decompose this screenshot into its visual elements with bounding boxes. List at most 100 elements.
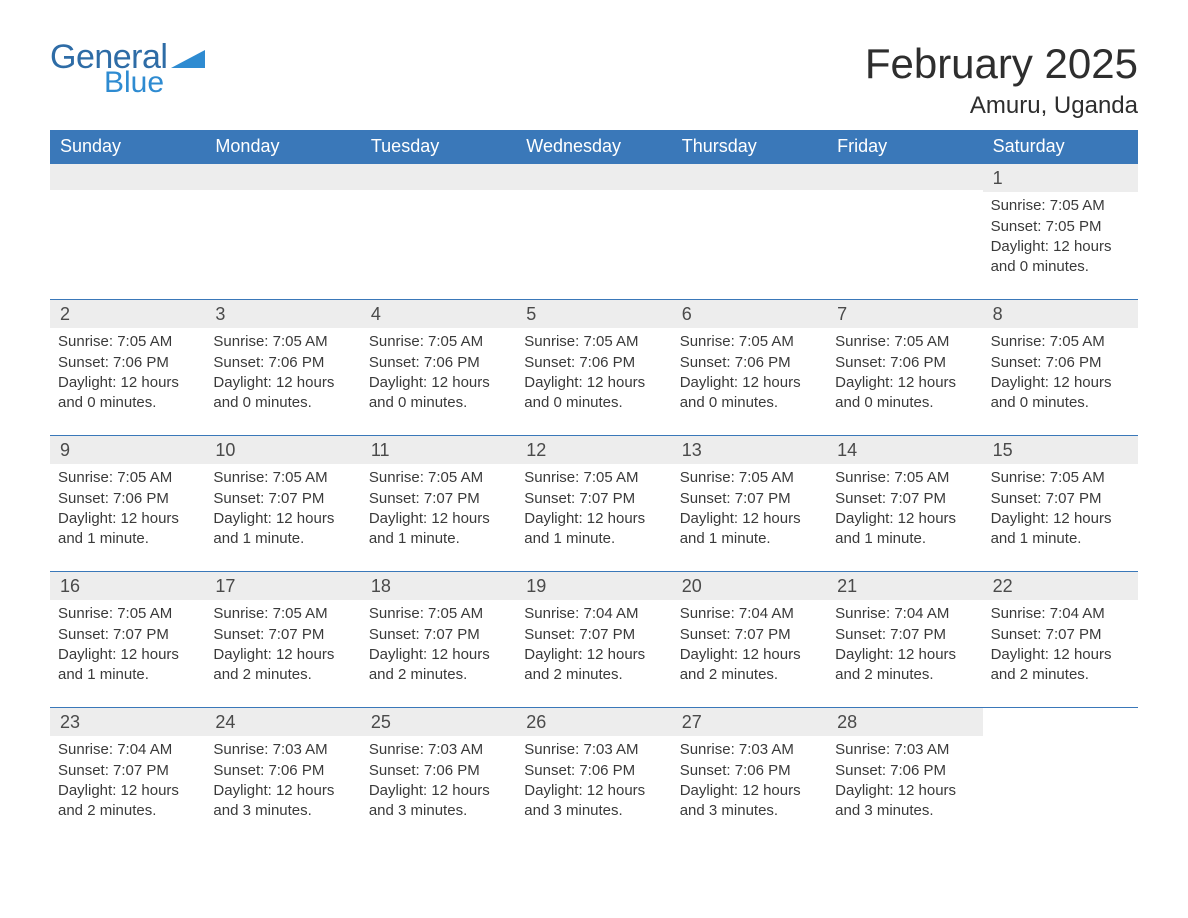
day-number: 25 <box>361 708 516 736</box>
daylight-line: Daylight: 12 hours and 2 minutes. <box>680 645 819 686</box>
calendar: SundayMondayTuesdayWednesdayThursdayFrid… <box>50 130 1138 843</box>
day-cell: 1Sunrise: 7:05 AMSunset: 7:05 PMDaylight… <box>983 164 1138 299</box>
sunset-line: Sunset: 7:07 PM <box>680 625 819 645</box>
sunrise-line: Sunrise: 7:04 AM <box>680 604 819 624</box>
day-number: 23 <box>50 708 205 736</box>
sunrise-line: Sunrise: 7:03 AM <box>524 740 663 760</box>
sunset-line: Sunset: 7:07 PM <box>58 625 197 645</box>
sunset-line: Sunset: 7:06 PM <box>58 489 197 509</box>
day-number: 4 <box>361 300 516 328</box>
sunset-line: Sunset: 7:07 PM <box>835 625 974 645</box>
day-number: 12 <box>516 436 671 464</box>
day-cell: 6Sunrise: 7:05 AMSunset: 7:06 PMDaylight… <box>672 300 827 435</box>
sunrise-line: Sunrise: 7:05 AM <box>369 332 508 352</box>
sunset-line: Sunset: 7:06 PM <box>213 761 352 781</box>
empty-day-cell <box>50 164 205 299</box>
day-cell: 25Sunrise: 7:03 AMSunset: 7:06 PMDayligh… <box>361 708 516 843</box>
day-of-week-header: SundayMondayTuesdayWednesdayThursdayFrid… <box>50 130 1138 163</box>
sunset-line: Sunset: 7:06 PM <box>835 353 974 373</box>
day-cell: 2 Sunrise: 7:05 AMSunset: 7:06 PMDaylight… <box>50 300 205 435</box>
day-number: 2 <box>50 300 205 328</box>
dow-wednesday: Wednesday <box>516 130 671 163</box>
sunrise-line: Sunrise: 7:04 AM <box>58 740 197 760</box>
sunset-line: Sunset: 7:05 PM <box>991 217 1130 237</box>
day-cell: 17Sunrise: 7:05 AMSunset: 7:07 PMDayligh… <box>205 572 360 707</box>
sunrise-line: Sunrise: 7:05 AM <box>680 468 819 488</box>
day-number: 19 <box>516 572 671 600</box>
daylight-line: Daylight: 12 hours and 1 minute. <box>369 509 508 550</box>
day-number: 28 <box>827 708 982 736</box>
day-number: 21 <box>827 572 982 600</box>
week-row: 23 Sunrise: 7:04 AMSunset: 7:07 PM Dayligh… <box>50 707 1138 843</box>
sunset-line: Sunset: 7:06 PM <box>680 761 819 781</box>
logo: General Blue <box>50 40 205 98</box>
sunrise-line: Sunrise: 7:05 AM <box>835 468 974 488</box>
empty-day-cell <box>361 164 516 299</box>
daylight-line: Daylight: 12 hours and 1 minute. <box>524 509 663 550</box>
day-number: 3 <box>205 300 360 328</box>
daynum-bar-empty <box>516 164 671 190</box>
sunrise-line: Sunrise: 7:04 AM <box>524 604 663 624</box>
day-cell: 11Sunrise: 7:05 AMSunset: 7:07 PMDayligh… <box>361 436 516 571</box>
sunset-line: Sunset: 7:06 PM <box>213 353 352 373</box>
day-cell: 7Sunrise: 7:05 AMSunset: 7:06 PMDaylight… <box>827 300 982 435</box>
sunrise-line: Sunrise: 7:05 AM <box>991 332 1130 352</box>
sunset-line: Sunset: 7:07 PM <box>991 625 1130 645</box>
daylight-line: Daylight: 12 hours and 1 minute. <box>680 509 819 550</box>
daylight-line: Daylight: 12 hours and 0 minutes. <box>369 373 508 414</box>
day-cell: 12Sunrise: 7:05 AMSunset: 7:07 PMDayligh… <box>516 436 671 571</box>
sunset-line: Sunset: 7:06 PM <box>835 761 974 781</box>
day-number: 27 <box>672 708 827 736</box>
sunset-line: Sunset: 7:06 PM <box>58 353 197 373</box>
day-number: 20 <box>672 572 827 600</box>
daylight-line: Daylight: 12 hours and 0 minutes. <box>58 373 197 414</box>
day-number: 22 <box>983 572 1138 600</box>
sunset-line: Sunset: 7:07 PM <box>369 625 508 645</box>
location-label: Amuru, Uganda <box>865 92 1138 120</box>
sunset-line: Sunset: 7:06 PM <box>991 353 1130 373</box>
sunrise-line: Sunrise: 7:03 AM <box>213 740 352 760</box>
empty-day-cell <box>516 164 671 299</box>
sunrise-line: Sunrise: 7:05 AM <box>369 604 508 624</box>
day-number: 14 <box>827 436 982 464</box>
daynum-bar-empty <box>205 164 360 190</box>
daylight-line: Daylight: 12 hours and 1 minute. <box>991 509 1130 550</box>
sunrise-line: Sunrise: 7:05 AM <box>58 468 197 488</box>
daynum-bar-empty <box>361 164 516 190</box>
dow-tuesday: Tuesday <box>361 130 516 163</box>
dow-saturday: Saturday <box>983 130 1138 163</box>
daylight-line: Daylight: 12 hours and 0 minutes. <box>680 373 819 414</box>
daylight-line: Daylight: 12 hours and 3 minutes. <box>680 781 819 822</box>
sunset-line: Sunset: 7:07 PM <box>835 489 974 509</box>
sunrise-line: Sunrise: 7:05 AM <box>524 468 663 488</box>
empty-day-cell <box>983 708 1138 843</box>
daylight-line: Daylight: 12 hours and 3 minutes. <box>213 781 352 822</box>
daylight-line: Daylight: 12 hours and 2 minutes. <box>835 645 974 686</box>
empty-day-cell <box>827 164 982 299</box>
sunrise-line: Sunrise: 7:05 AM <box>835 332 974 352</box>
day-cell: 13Sunrise: 7:05 AMSunset: 7:07 PMDayligh… <box>672 436 827 571</box>
sunset-line: Sunset: 7:06 PM <box>524 353 663 373</box>
day-cell: 18Sunrise: 7:05 AMSunset: 7:07 PMDayligh… <box>361 572 516 707</box>
dow-friday: Friday <box>827 130 982 163</box>
day-number: 16 <box>50 572 205 600</box>
sunrise-line: Sunrise: 7:05 AM <box>213 468 352 488</box>
daynum-bar-empty <box>50 164 205 190</box>
day-cell: 9Sunrise: 7:05 AMSunset: 7:06 PMDaylight… <box>50 436 205 571</box>
daylight-line: Daylight: 12 hours and 3 minutes. <box>369 781 508 822</box>
sunset-line: Sunset: 7:07 PM <box>58 761 197 781</box>
sunrise-line: Sunrise: 7:03 AM <box>369 740 508 760</box>
daynum-bar-empty <box>672 164 827 190</box>
sunset-line: Sunset: 7:07 PM <box>524 625 663 645</box>
empty-day-cell <box>205 164 360 299</box>
day-cell: 20 Sunrise: 7:04 AMSunset: 7:07 PMDayligh… <box>672 572 827 707</box>
daylight-line: Daylight: 12 hours and 1 minute. <box>835 509 974 550</box>
daylight-line: Daylight: 12 hours and 3 minutes. <box>835 781 974 822</box>
day-number: 11 <box>361 436 516 464</box>
sunrise-line: Sunrise: 7:05 AM <box>58 332 197 352</box>
calendar-body: 1 Sunrise: 7:05 AM Sunset: 7:05 PM Daylight… <box>50 163 1138 843</box>
day-cell: 19Sunrise: 7:04 AMSunset: 7:07 PMDayligh… <box>516 572 671 707</box>
page-header: General Blue February 2025 Amuru, Uganda <box>50 40 1138 120</box>
day-cell: 26Sunrise: 7:03 AMSunset: 7:06 PMDayligh… <box>516 708 671 843</box>
day-number: 1 <box>983 164 1138 192</box>
